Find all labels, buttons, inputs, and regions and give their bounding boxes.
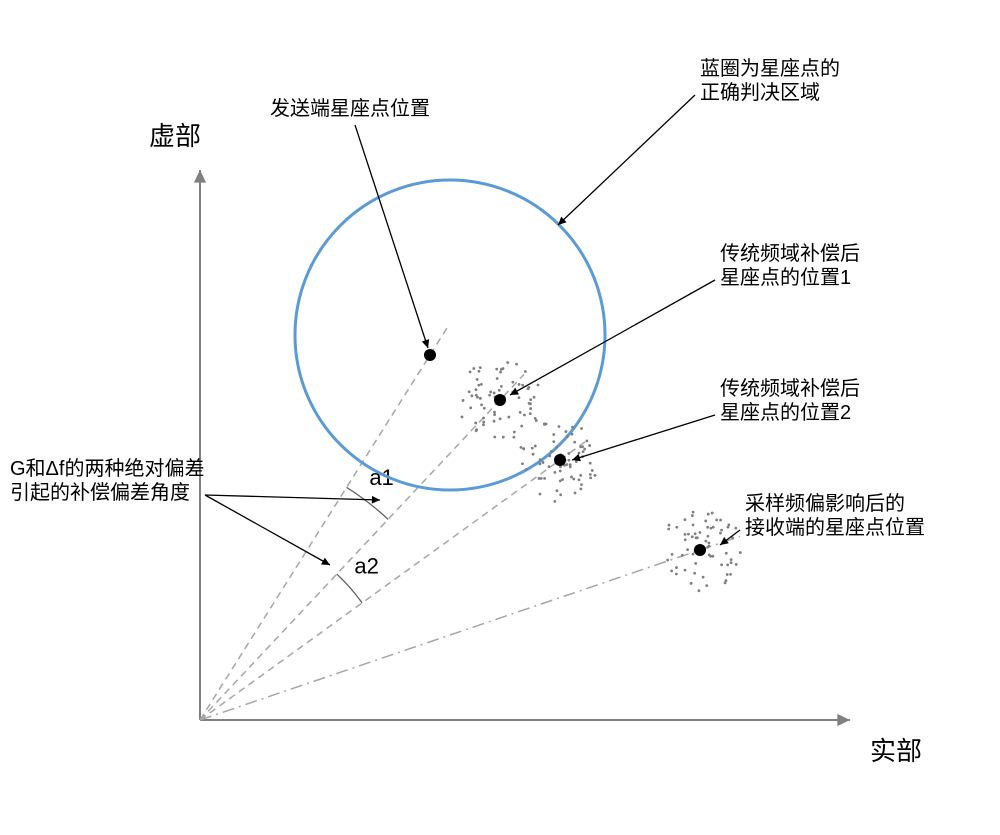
svg-text:传统频域补偿后星座点的位置2: 传统频域补偿后星座点的位置2 [720, 377, 860, 424]
callout-rx-label: 采样频偏影响后的接收端的星座点位置 [720, 492, 925, 545]
constellation-diagram: 实部 虚部 a1a2 蓝圈为星座点的正确判决区域发送端星座点位置传统频域补偿后星座点的… [0, 0, 1000, 835]
point-comp2 [554, 454, 566, 466]
point-rx [694, 544, 706, 556]
callout-angle-label: G和Δf的两种绝对偏差引起的补偿偏差角度 [10, 457, 380, 565]
point-comp1 [494, 394, 506, 406]
point-tx [424, 349, 436, 361]
callout-comp2-label: 传统频域补偿后星座点的位置2 [572, 377, 860, 461]
callout-tx-label: 发送端星座点位置 [270, 97, 430, 348]
callout-circle-label: 蓝圈为星座点的正确判决区域 [558, 57, 840, 225]
svg-text:发送端星座点位置: 发送端星座点位置 [270, 97, 430, 120]
y-axis-label: 虚部 [149, 121, 201, 151]
decision-circle [295, 180, 605, 490]
svg-text:传统频域补偿后星座点的位置1: 传统频域补偿后星座点的位置1 [720, 242, 860, 289]
angle-label-a2: a2 [354, 553, 378, 578]
svg-text:G和Δf的两种绝对偏差引起的补偿偏差角度: G和Δf的两种绝对偏差引起的补偿偏差角度 [10, 457, 204, 504]
svg-text:蓝圈为星座点的正确判决区域: 蓝圈为星座点的正确判决区域 [700, 57, 840, 104]
callout-comp1-label: 传统频域补偿后星座点的位置1 [510, 242, 860, 395]
axes: 实部 虚部 [149, 121, 922, 766]
angle-arcs: a1a2 [337, 465, 394, 603]
constellation-points [424, 349, 706, 556]
rays [200, 326, 740, 720]
svg-text:采样频偏影响后的接收端的星座点位置: 采样频偏影响后的接收端的星座点位置 [745, 492, 925, 539]
x-axis-label: 实部 [870, 736, 922, 766]
